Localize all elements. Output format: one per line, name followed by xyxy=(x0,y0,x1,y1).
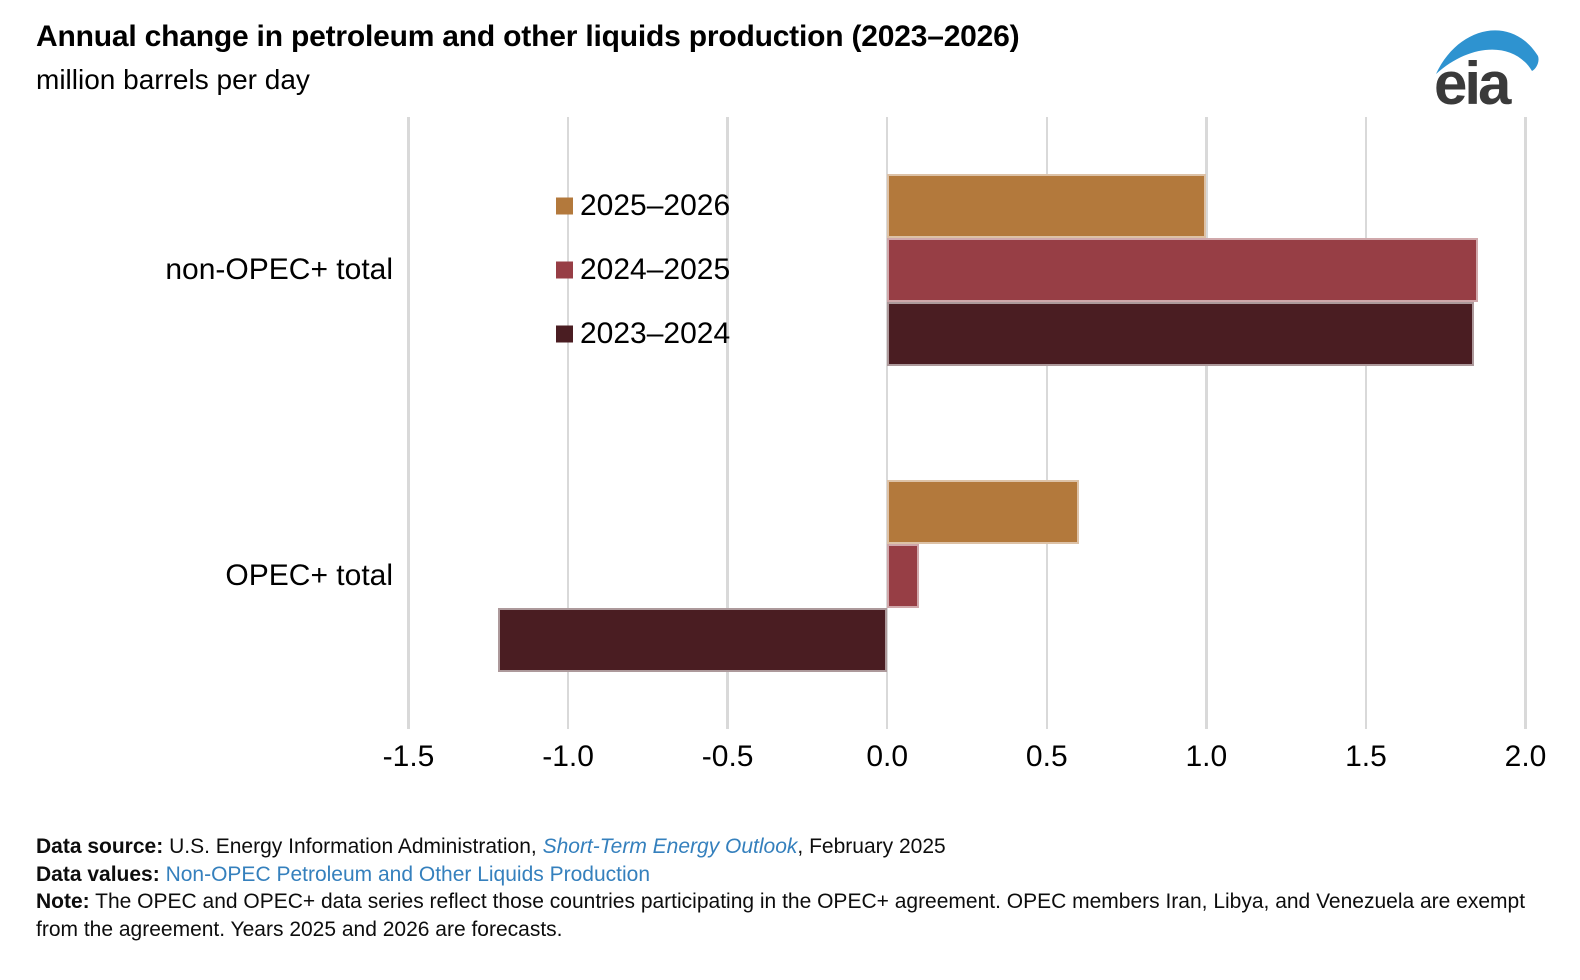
legend-swatch-2025–2026 xyxy=(556,197,573,215)
x-tick-label: 2.0 xyxy=(1504,740,1547,773)
bar-non-OPEC+-total-2024–2025 xyxy=(887,238,1478,302)
eia-logo-text: eia xyxy=(1434,50,1512,112)
x-tick-label: -1.5 xyxy=(382,740,435,773)
bar-OPEC+-total-2025–2026 xyxy=(887,480,1079,544)
x-tick-label: 0.5 xyxy=(1025,740,1068,773)
gridline xyxy=(1364,117,1368,729)
gridline xyxy=(566,117,570,729)
category-label-OPEC+-total: OPEC+ total xyxy=(225,559,393,592)
chart-title: Annual change in petroleum and other liq… xyxy=(36,20,1020,53)
bar-OPEC+-total-2023–2024 xyxy=(497,608,888,672)
gridline xyxy=(1205,117,1208,729)
gridline xyxy=(726,117,729,729)
gridline xyxy=(407,117,410,729)
gridline xyxy=(885,117,889,729)
bar-OPEC+-total-2024–2025 xyxy=(887,544,920,608)
bar-non-OPEC+-total-2025–2026 xyxy=(887,174,1207,238)
x-tick-label: 1.0 xyxy=(1185,740,1228,773)
note-text: The OPEC and OPEC+ data series reflect t… xyxy=(36,890,1526,941)
legend-label-2023–2024: 2023–2024 xyxy=(580,317,731,350)
data-source-line: Data source: U.S. Energy Information Adm… xyxy=(36,833,1546,861)
data-source-text: U.S. Energy Information Administration, xyxy=(169,835,537,858)
x-tick-label: 1.5 xyxy=(1345,740,1387,773)
data-values-label: Data values: xyxy=(36,862,160,886)
note-label: Note: xyxy=(36,890,90,913)
bar-non-OPEC+-total-2023–2024 xyxy=(887,302,1475,366)
legend-label-2024–2025: 2024–2025 xyxy=(580,253,731,286)
eia-logo-swoosh-icon xyxy=(1436,30,1539,74)
data-values-line: Data values: Non-OPEC Petroleum and Othe… xyxy=(36,861,1546,889)
legend-label-2025–2026: 2025–2026 xyxy=(580,189,731,222)
chart-units-subtitle: million barrels per day xyxy=(36,64,310,95)
note-line: Note: The OPEC and OPEC+ data series ref… xyxy=(36,888,1546,943)
footer: Data source: U.S. Energy Information Adm… xyxy=(36,833,1546,943)
eia-logo: eia xyxy=(1434,30,1539,112)
legend-swatch-2024–2025 xyxy=(556,261,573,279)
category-label-non-OPEC+-total: non-OPEC+ total xyxy=(165,253,393,286)
data-values-link[interactable]: Non-OPEC Petroleum and Other Liquids Pro… xyxy=(165,862,650,886)
gridline xyxy=(1524,117,1527,729)
x-tick-label: -1.0 xyxy=(542,740,594,773)
gridline xyxy=(1045,117,1049,729)
x-tick-label: -0.5 xyxy=(701,740,754,773)
data-source-link[interactable]: Short-Term Energy Outlook xyxy=(542,835,798,858)
legend-swatch-2023–2024 xyxy=(556,325,573,343)
x-tick-label: 0.0 xyxy=(866,740,909,773)
data-source-label: Data source: xyxy=(36,835,164,858)
data-source-suffix: , February 2025 xyxy=(797,835,946,858)
